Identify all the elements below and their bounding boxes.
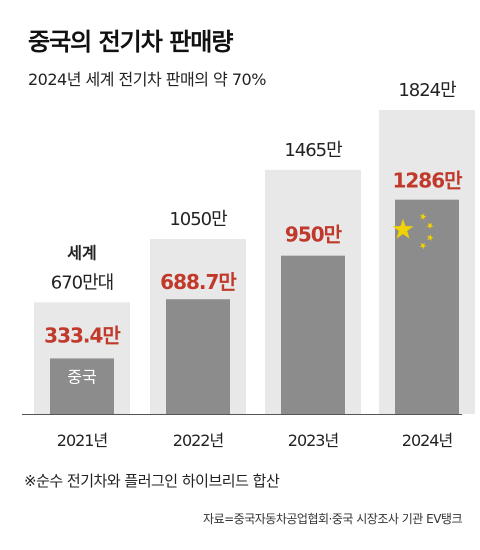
china-bar xyxy=(166,299,230,414)
china-value-label: 333.4만 xyxy=(44,323,121,347)
x-tick-label: 2023년 xyxy=(288,431,339,450)
world-value-label: 1050만 xyxy=(169,209,227,230)
china-series-label: 중국 xyxy=(67,367,96,386)
world-value-label: 1465만 xyxy=(284,140,342,161)
bar-chart: 세계 670만대 333.4만 2021년 중국 1050만 688.7만 2022년 1465… xyxy=(22,80,475,450)
china-bar xyxy=(281,255,345,414)
world-value-label: 670만대 xyxy=(51,272,113,293)
chart-title: 중국의 전기차 판매량 xyxy=(28,28,233,56)
world-value-label: 1824만 xyxy=(398,80,456,101)
star-icon xyxy=(426,234,434,241)
star-icon xyxy=(426,222,434,230)
star-icon xyxy=(419,242,427,250)
x-tick-label: 2021년 xyxy=(57,431,108,450)
star-icon xyxy=(392,218,414,239)
chart-footnote: ※순수 전기차와 플러그인 하이브리드 합산 xyxy=(24,472,280,490)
china-value-label: 688.7만 xyxy=(160,270,237,294)
x-tick-label: 2022년 xyxy=(173,431,224,450)
world-series-label: 세계 xyxy=(67,243,96,262)
star-icon xyxy=(420,213,427,221)
china-value-label: 950만 xyxy=(285,223,343,247)
chart-source: 자료=중국자동차공업협회·중국 시장조사 기관 EV탱크 xyxy=(203,512,462,526)
x-tick-label: 2024년 xyxy=(402,431,453,450)
china-flag-stars-icon xyxy=(392,213,434,250)
china-bar xyxy=(50,358,114,414)
china-value-label: 1286만 xyxy=(392,169,463,193)
chart-subtitle: 2024년 세계 전기차 판매의 약 70% xyxy=(28,70,266,89)
